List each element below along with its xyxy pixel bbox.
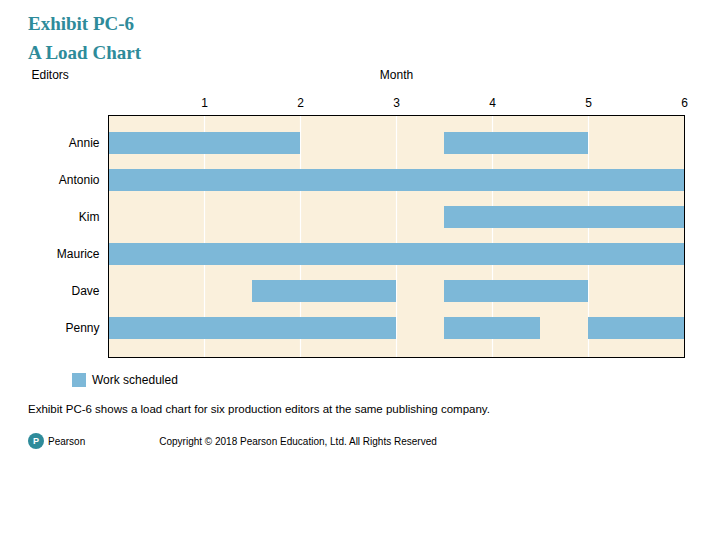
svg-text:Dave: Dave (71, 284, 99, 298)
svg-text:Month: Month (380, 68, 413, 82)
html-text:A Load Chart: A Load Chart (28, 41, 141, 63)
svg-text:Editors: Editors (32, 68, 69, 82)
svg-text:Antonio: Antonio (59, 173, 100, 187)
html-text:Exhibit PC-6: Exhibit PC-6 (28, 13, 135, 34)
svg-text:6: 6 (681, 96, 688, 110)
svg-text:2: 2 (297, 96, 304, 110)
html-text:P: P (33, 436, 39, 446)
html-text:Copyright © 2018 Pearson Educa: Copyright © 2018 Pearson Education, Ltd.… (159, 435, 437, 447)
svg-text:Maurice: Maurice (57, 247, 100, 261)
html-text:Work scheduled: Work scheduled (92, 373, 178, 387)
html-text:Exhibit PC-6 shows a load char: Exhibit PC-6 shows a load chart for six … (28, 403, 490, 415)
html-text:Pearson: Pearson (48, 435, 86, 447)
svg-text:Annie: Annie (69, 136, 100, 150)
svg-text:3: 3 (393, 96, 400, 110)
svg-text:1: 1 (201, 96, 208, 110)
svg-text:Penny: Penny (65, 321, 99, 335)
svg-text:5: 5 (585, 96, 592, 110)
svg-text:Kim: Kim (79, 210, 100, 224)
svg-text:4: 4 (489, 96, 496, 110)
